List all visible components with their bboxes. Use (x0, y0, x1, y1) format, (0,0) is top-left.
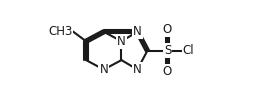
Text: N: N (133, 25, 142, 38)
Text: O: O (163, 23, 172, 36)
Text: N: N (133, 63, 142, 76)
Text: N: N (99, 63, 108, 76)
Text: S: S (164, 44, 171, 57)
Text: CH3: CH3 (48, 25, 73, 38)
Text: O: O (163, 65, 172, 78)
Text: Cl: Cl (183, 44, 194, 57)
Text: N: N (117, 35, 126, 48)
